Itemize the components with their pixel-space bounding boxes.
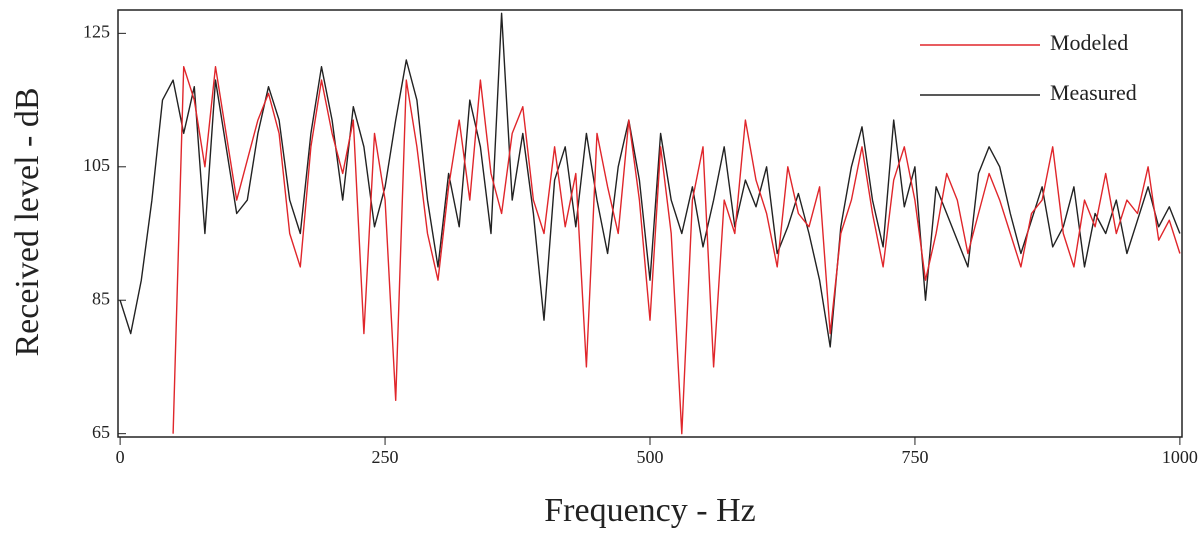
- y-axis-title: Received level - dB: [9, 87, 46, 356]
- x-axis-title: Frequency - Hz: [544, 492, 755, 529]
- plot-frame: [117, 9, 1183, 438]
- y-tick-label: 85: [92, 288, 110, 308]
- x-tick-label: 750: [901, 447, 928, 467]
- series-line: [119, 12, 1181, 348]
- x-tick-label: 500: [637, 447, 664, 467]
- legend-label: Measured: [1050, 80, 1137, 105]
- y-tick-label: 65: [92, 422, 110, 442]
- x-tick-label: 0: [116, 447, 125, 467]
- x-tick-label: 1000: [1162, 447, 1198, 467]
- y-tick-label: 105: [83, 155, 110, 175]
- series-line: [172, 66, 1181, 435]
- x-tick-label: 250: [372, 447, 399, 467]
- y-tick-label: 125: [83, 21, 110, 41]
- legend-label: Modeled: [1050, 30, 1128, 55]
